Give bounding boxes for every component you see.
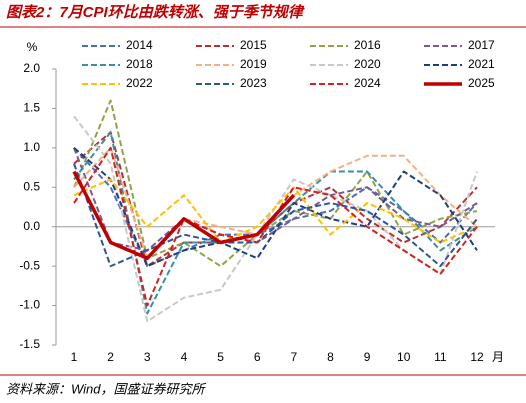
source: 资料来源：Wind，国盛证券研究所 [6, 381, 207, 396]
legend-label: 2015 [240, 38, 267, 52]
series-line [73, 131, 478, 315]
series-line [73, 163, 478, 268]
x-tick-label: 5 [217, 350, 224, 364]
x-tick-label: 7 [290, 350, 297, 364]
series-line [72, 170, 296, 261]
series-line [73, 178, 478, 244]
legend-label: 2021 [468, 57, 495, 71]
x-axis-label: 月 [492, 350, 504, 364]
x-tick-label: 8 [327, 350, 334, 364]
legend-label: 2017 [468, 38, 495, 52]
legend-label: 2020 [354, 57, 381, 71]
y-axis-label: % [27, 40, 38, 54]
y-tick-label: 0.5 [23, 179, 40, 193]
x-tick-label: 3 [144, 350, 151, 364]
legend-label: 2024 [354, 76, 381, 90]
y-tick-label: -1.0 [19, 298, 40, 312]
legend-label: 2025 [468, 76, 495, 90]
series-line [73, 115, 478, 323]
x-tick-label: 2 [107, 350, 114, 364]
x-tick-label: 9 [364, 350, 371, 364]
legend-label: 2014 [126, 38, 153, 52]
legend-label: 2022 [126, 76, 153, 90]
legend-label: 2023 [240, 76, 267, 90]
y-tick-label: 0.0 [23, 219, 40, 233]
legend-label: 2019 [240, 57, 267, 71]
y-tick-label: 1.0 [23, 140, 40, 154]
legend-label: 2016 [354, 38, 381, 52]
legend-label: 2018 [126, 57, 153, 71]
x-tick-label: 12 [470, 350, 484, 364]
y-tick-label: 1.5 [23, 101, 40, 115]
series-line [73, 147, 478, 252]
y-tick-label: -0.5 [19, 258, 40, 272]
x-tick-label: 11 [434, 350, 447, 364]
series-line [73, 99, 478, 268]
y-tick-label: -1.5 [19, 337, 40, 351]
x-tick-label: 4 [181, 350, 188, 364]
y-tick-label: 2.0 [23, 61, 40, 75]
series-line [73, 147, 478, 268]
chart-title: 图表2：7月CPI环比由跌转涨、强于季节规律 [6, 4, 305, 21]
x-tick-label: 1 [71, 350, 78, 364]
x-tick-label: 10 [397, 350, 411, 364]
x-tick-label: 6 [254, 350, 261, 364]
